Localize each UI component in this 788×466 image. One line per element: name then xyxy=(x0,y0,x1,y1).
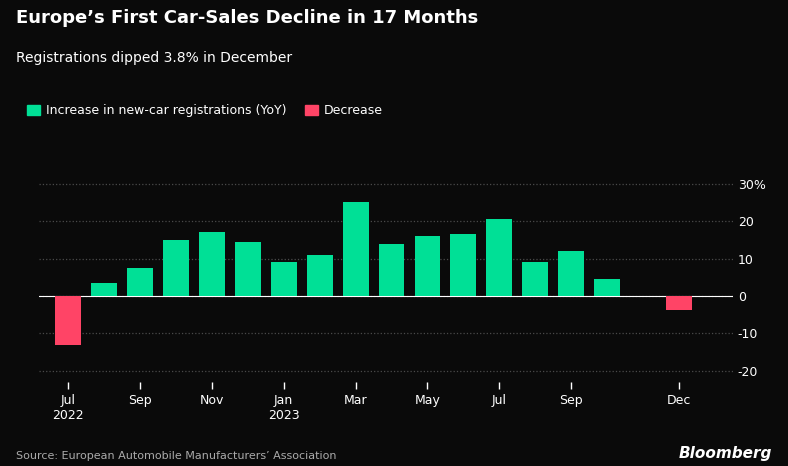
Bar xyxy=(235,242,261,296)
Bar xyxy=(522,262,548,296)
Bar xyxy=(414,236,440,296)
Bar xyxy=(486,219,512,296)
Bar xyxy=(199,233,225,296)
Bar xyxy=(91,283,117,296)
Text: Source: European Automobile Manufacturers’ Association: Source: European Automobile Manufacturer… xyxy=(16,452,336,461)
Bar xyxy=(307,255,333,296)
Bar xyxy=(378,244,404,296)
Bar xyxy=(343,202,369,296)
Text: Bloomberg: Bloomberg xyxy=(679,446,772,461)
Bar xyxy=(271,262,296,296)
Bar xyxy=(163,240,189,296)
Bar xyxy=(666,296,692,310)
Text: Europe’s First Car-Sales Decline in 17 Months: Europe’s First Car-Sales Decline in 17 M… xyxy=(16,9,478,27)
Text: Registrations dipped 3.8% in December: Registrations dipped 3.8% in December xyxy=(16,51,292,65)
Legend: Increase in new-car registrations (YoY), Decrease: Increase in new-car registrations (YoY),… xyxy=(22,99,388,123)
Bar xyxy=(55,296,81,345)
Bar xyxy=(127,268,153,296)
Bar xyxy=(594,279,620,296)
Bar xyxy=(558,251,584,296)
Bar xyxy=(451,234,476,296)
